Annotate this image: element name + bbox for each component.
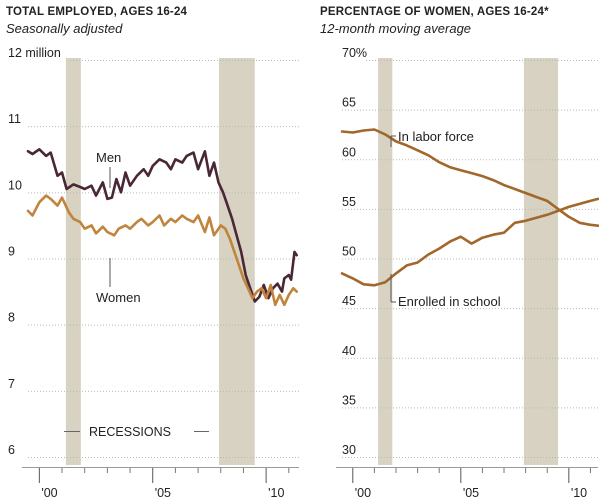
x-tick-label: '10 [571,486,587,500]
y-tick-label: 8 [8,311,15,325]
x-tick-label: '05 [155,486,171,500]
y-tick-label: 65 [342,96,356,110]
y-tick-label: 50 [342,245,356,259]
series-line-women [26,194,299,307]
chart-title: PERCENTAGE OF WOMEN, AGES 16-24* [320,6,549,18]
y-tick-label: 10 [8,178,22,192]
recession-bar [378,58,393,465]
y-tick-label: 60 [342,145,356,159]
recessions-label: RECESSIONS [89,425,171,439]
y-tick-label: 30 [342,443,356,457]
chart-subtitle: 12-month moving average [320,21,472,36]
series-label-enrolled-in-school: Enrolled in school [398,294,501,309]
y-tick-label: 55 [342,195,356,209]
recession-bar [523,58,559,465]
series-line-men [26,148,299,303]
y-tick-label: 9 [8,245,15,259]
chart-percentage-women: 30 35 40 45 50 55 60 65 70% '00 '05 '10 In labor for… [336,46,599,500]
y-tick-label: 11 [8,112,21,126]
chart-subtitle: Seasonally adjusted [6,21,123,36]
recession-bar [65,58,81,465]
x-tick-label: '00 [355,486,371,500]
series-label-men: Men [96,150,121,165]
x-tick-label: '05 [463,486,479,500]
y-tick-label: 12 million [8,46,61,60]
series-line-enrolled-in-school [340,197,599,287]
series-label-in-labor-force: In labor force [398,129,474,144]
y-tick-label: 7 [8,377,15,391]
chart-title: TOTAL EMPLOYED, AGES 16-24 [6,6,188,18]
x-tick-label: '00 [41,486,57,500]
y-tick-label: 35 [342,393,356,407]
series-label-women: Women [96,290,141,305]
chart-panel-total-employed: TOTAL EMPLOYED, AGES 16-24 Seasonally ad… [6,6,299,500]
y-tick-label: 70% [342,46,367,60]
chart-total-employed: 6 7 8 9 10 11 12 million '00 '05 '10 Men Women RECES… [8,46,299,500]
series-line-in-labor-force [340,128,599,227]
recessions-label-bg [82,424,186,440]
y-tick-label: 45 [342,294,356,308]
x-tick-label: '10 [268,486,284,500]
y-tick-label: 40 [342,344,356,358]
y-tick-label: 6 [8,443,15,457]
chart-panel-percentage-women: PERCENTAGE OF WOMEN, AGES 16-24* 12-mont… [314,0,599,503]
